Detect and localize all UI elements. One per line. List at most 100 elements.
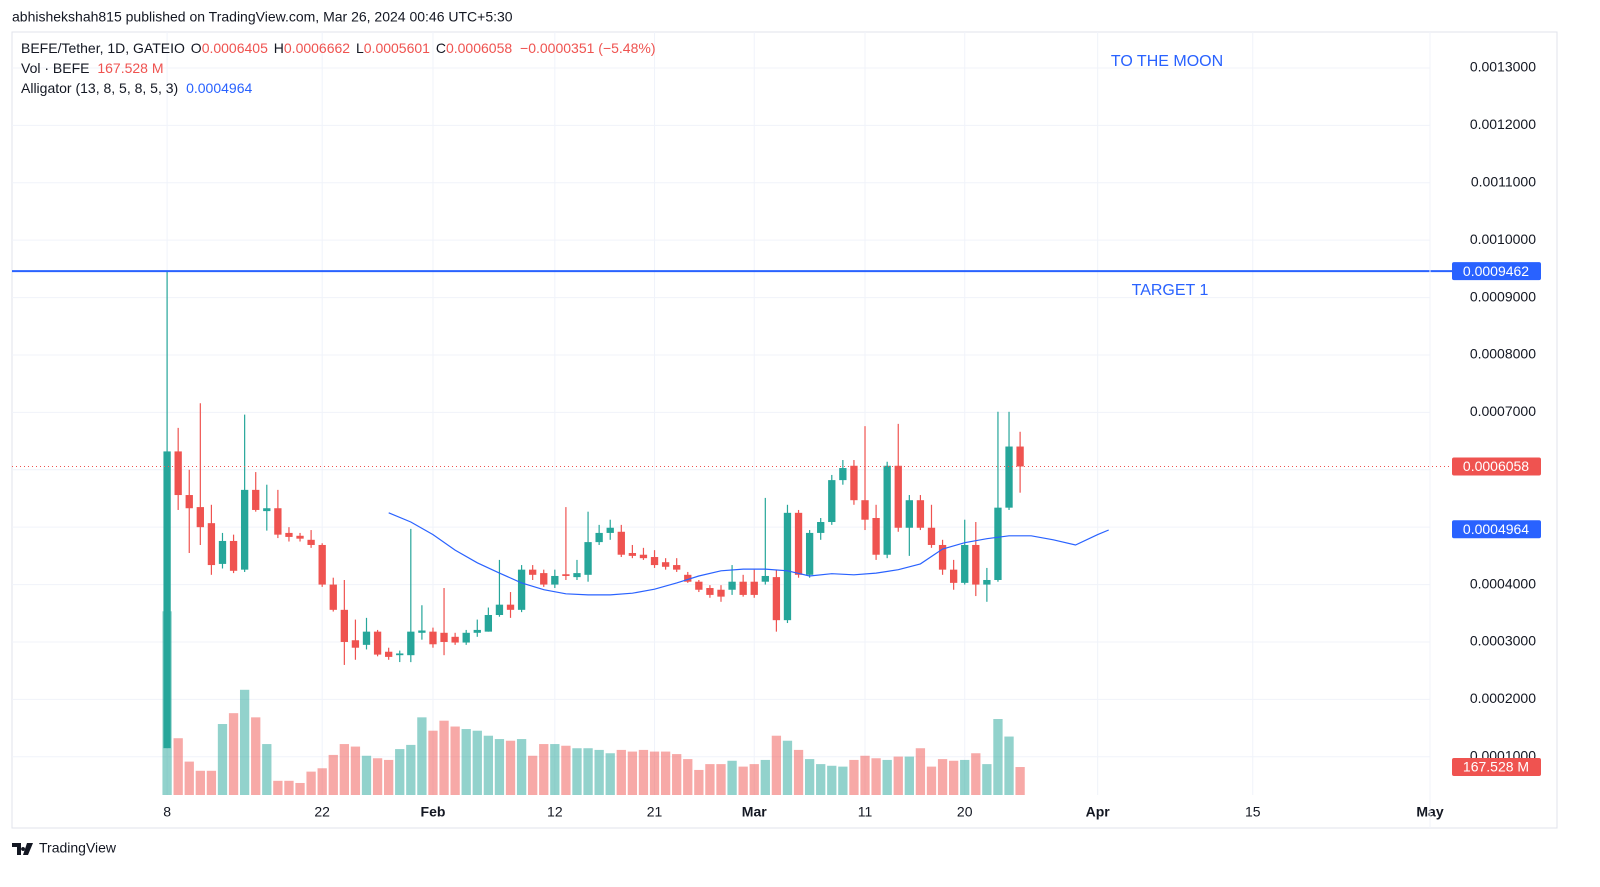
candle-body — [562, 574, 570, 576]
candle-body — [329, 584, 337, 610]
volume-bar — [1015, 767, 1025, 795]
candle-body — [252, 489, 260, 510]
x-tick-label: 11 — [858, 804, 873, 820]
volume-bar — [993, 719, 1003, 795]
candle-body — [163, 451, 171, 749]
volume-bar — [827, 765, 837, 795]
y-tick-label: 0.0009000 — [1470, 288, 1536, 304]
candle-body — [706, 588, 714, 595]
candle-body — [761, 575, 769, 582]
candle-body — [451, 636, 459, 643]
grid — [12, 32, 1431, 795]
candle-body — [617, 531, 625, 555]
candle-body — [850, 465, 858, 501]
volume-bar — [428, 730, 438, 795]
legend-letter: L — [356, 40, 364, 56]
volume-bar — [217, 724, 228, 795]
candle-body — [839, 468, 847, 481]
legend-value: 0.0005601 — [364, 40, 430, 56]
volume-bar — [561, 745, 571, 795]
volume-bar — [904, 756, 914, 795]
y-tick-label: 0.0007000 — [1470, 403, 1536, 419]
volume-bar — [339, 744, 349, 795]
publish-header: abhishekshah815 published on TradingView… — [12, 9, 513, 25]
candle-body — [817, 522, 825, 533]
legend-value: 0.0006058 — [446, 40, 512, 56]
candle-body — [916, 500, 925, 528]
candle-body — [495, 604, 504, 615]
volume-bar — [472, 730, 482, 795]
candle-body — [396, 653, 404, 656]
candle-body — [772, 577, 781, 621]
volume-bar — [605, 753, 615, 795]
candle-body — [551, 575, 559, 585]
candle-body — [274, 508, 282, 535]
legend-symbol: BEFE/Tether, 1D, GATEIO — [21, 40, 185, 56]
brand-name: TradingView — [39, 840, 117, 856]
volume-bar — [638, 749, 649, 795]
volume-badge: 167.528 M — [1463, 759, 1529, 775]
volume-bar — [417, 717, 427, 795]
candle-body — [927, 527, 936, 545]
candle-body — [949, 569, 958, 583]
volume-bar — [882, 759, 892, 795]
volume-bar — [328, 754, 338, 795]
volume-bar — [948, 760, 959, 795]
legend-alligator-value: 0.0004964 — [186, 80, 252, 96]
volume-bar — [461, 729, 471, 795]
y-tick-label: 0.0004000 — [1470, 575, 1536, 591]
brand-logo: TradingView — [12, 840, 117, 856]
candle-body — [185, 495, 193, 509]
candle-body — [573, 573, 581, 578]
volume-bar — [350, 746, 361, 795]
candle-body — [972, 544, 980, 585]
candle-body — [661, 562, 670, 567]
candle-body — [650, 557, 659, 566]
x-tick-label: 21 — [647, 804, 663, 820]
volume-bar — [395, 749, 405, 795]
candle-body — [540, 573, 548, 585]
volume-bar — [206, 770, 217, 795]
volume-bar — [228, 713, 239, 795]
candle-body — [639, 554, 648, 559]
target-badge: 0.0009462 — [1463, 263, 1529, 279]
volume-bar — [727, 760, 737, 795]
volume-bar — [649, 751, 660, 795]
volume-bar — [816, 764, 826, 795]
candle-body — [517, 569, 526, 610]
candle-body — [207, 523, 216, 566]
candle-body — [1005, 446, 1013, 508]
x-tick-label: Mar — [742, 804, 767, 820]
candle-body — [1016, 446, 1024, 467]
candle-body — [905, 500, 913, 528]
volume-bar — [406, 744, 416, 795]
candle-body — [473, 629, 481, 633]
candle-body — [529, 569, 537, 575]
chart-frame — [11, 31, 1558, 829]
volume-bar — [838, 766, 848, 795]
volume-bar — [295, 782, 305, 795]
candle-body — [983, 579, 991, 585]
volume-bar — [771, 735, 782, 795]
volume-bar — [173, 738, 183, 795]
candle-body — [440, 632, 448, 642]
candle-body — [684, 574, 692, 582]
volume-bar — [616, 749, 626, 795]
volume-bar — [627, 751, 638, 795]
volume-bar — [505, 740, 516, 795]
volume-pane — [162, 611, 1025, 795]
volume-bar — [760, 759, 770, 795]
legend-ohlc: BEFE/Tether, 1D, GATEIO O0.0006405 H0.00… — [21, 40, 656, 56]
x-tick-label: Feb — [421, 804, 446, 820]
volume-bar — [683, 759, 693, 795]
candle-body — [174, 451, 182, 496]
y-tick-label: 0.0013000 — [1470, 59, 1536, 75]
y-tick-label: 0.0011000 — [1471, 173, 1536, 189]
candle-body — [407, 631, 415, 656]
target-badge-bg — [1452, 262, 1541, 281]
volume-bar — [804, 759, 815, 795]
volume-bar — [262, 744, 272, 795]
alligator-line — [388, 512, 1109, 596]
volume-badge-bg — [1452, 758, 1541, 777]
